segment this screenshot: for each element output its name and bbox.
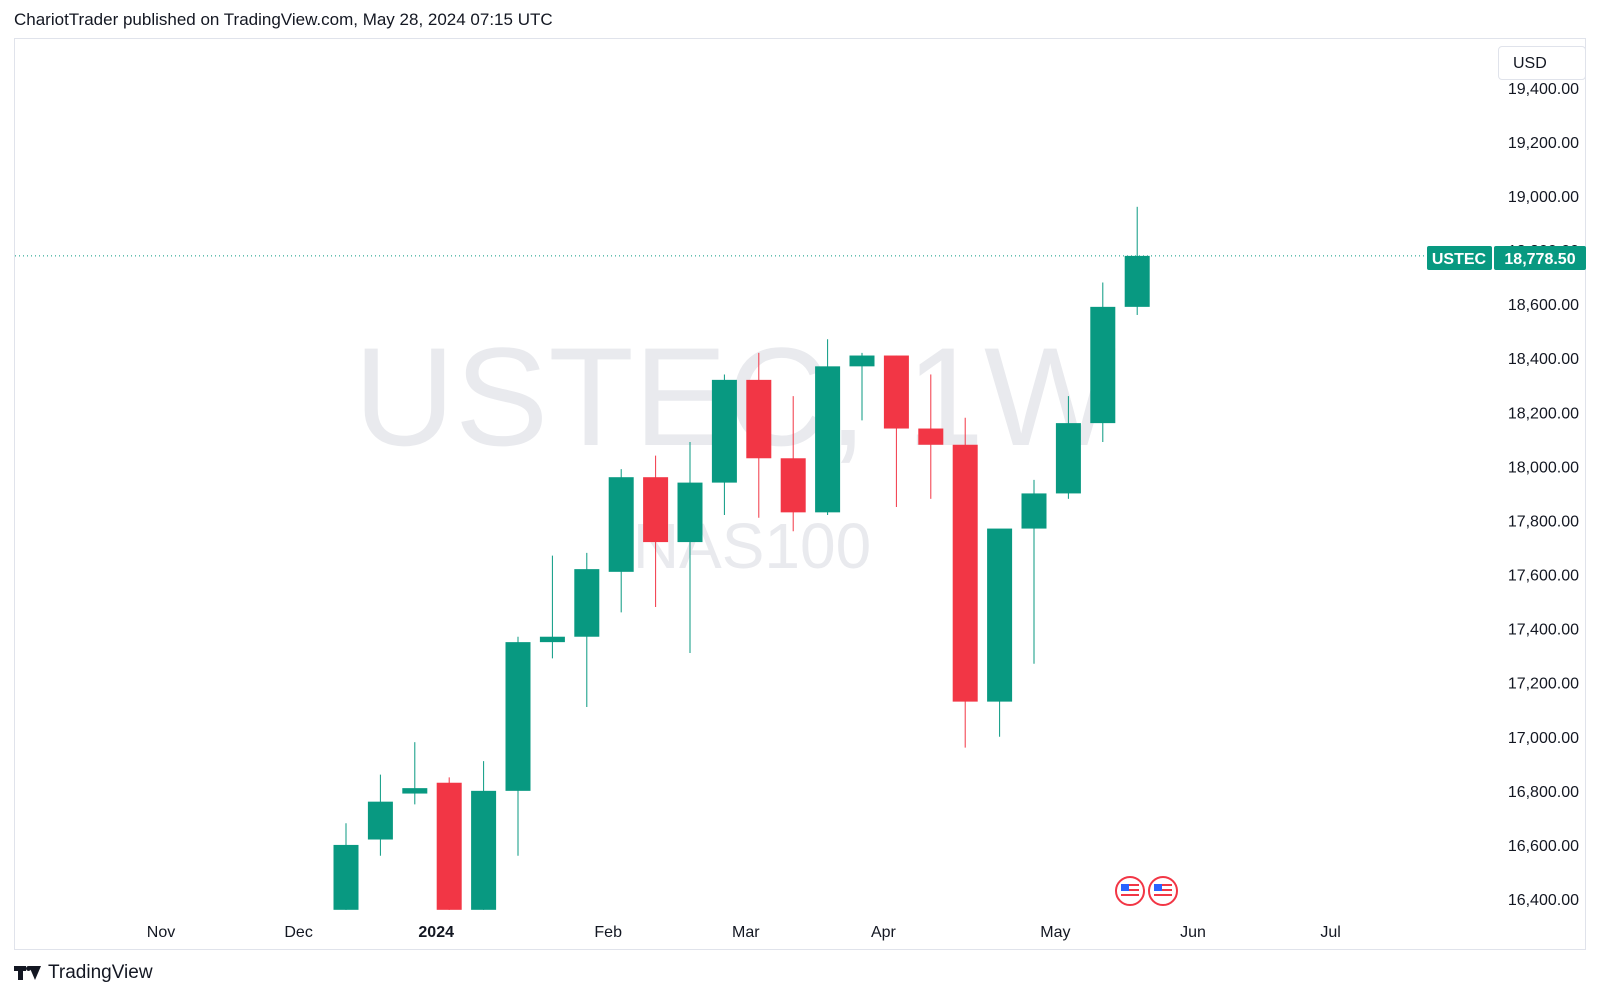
- time-tick-label: Jun: [1180, 924, 1206, 941]
- time-tick-label: Apr: [871, 924, 897, 941]
- price-tick-label: 19,200.00: [1508, 135, 1579, 152]
- price-label-value-box: [1494, 246, 1586, 270]
- publish-info: ChariotTrader published on TradingView.c…: [14, 10, 553, 29]
- candle-body[interactable]: [643, 477, 669, 543]
- time-axis[interactable]: Nov Dec 2024 Feb Mar Apr May Jun Jul: [147, 924, 1341, 941]
- candle-body[interactable]: [711, 379, 737, 483]
- candle-body[interactable]: [746, 379, 772, 459]
- price-label-symbol: USTEC: [1432, 251, 1487, 268]
- price-tick-label: 18,200.00: [1508, 405, 1579, 422]
- price-label-symbol-box: [1427, 246, 1492, 270]
- currency-button[interactable]: USD: [1498, 46, 1586, 80]
- candle-body[interactable]: [574, 569, 600, 637]
- time-tick-label: May: [1040, 924, 1070, 941]
- us-flag-event-icon[interactable]: [1115, 876, 1145, 906]
- price-tick-label: 19,400.00: [1508, 81, 1579, 98]
- candle-body[interactable]: [539, 636, 565, 643]
- candle-body[interactable]: [367, 801, 393, 840]
- candle-body[interactable]: [436, 782, 462, 910]
- price-tick-label: 17,400.00: [1508, 622, 1579, 639]
- candle-body[interactable]: [987, 528, 1013, 702]
- candle-body[interactable]: [1055, 423, 1081, 494]
- time-tick-label: Feb: [594, 924, 622, 941]
- candle-body[interactable]: [849, 355, 875, 367]
- candle-body[interactable]: [471, 790, 497, 910]
- exchange-watermark: NAS100: [633, 510, 871, 582]
- tradingview-brand: TradingView: [48, 962, 153, 983]
- price-tick-label: 17,800.00: [1508, 513, 1579, 530]
- price-tick-label: 19,000.00: [1508, 189, 1579, 206]
- candle-body[interactable]: [780, 458, 806, 513]
- price-tick-label: 17,000.00: [1508, 730, 1579, 747]
- price-label-value: 18,778.50: [1504, 251, 1575, 268]
- time-tick-label: Mar: [732, 924, 760, 941]
- us-flag-event-icon[interactable]: [1148, 876, 1178, 906]
- candles-group: [333, 206, 1150, 910]
- candle-body[interactable]: [883, 355, 909, 429]
- candle-body[interactable]: [402, 788, 428, 794]
- candle-body[interactable]: [1090, 306, 1116, 424]
- candle-body[interactable]: [952, 444, 978, 702]
- price-tick-label: 17,600.00: [1508, 568, 1579, 585]
- candle-body[interactable]: [608, 477, 634, 572]
- tradingview-logo-icon: [14, 964, 42, 982]
- time-tick-label: Jul: [1320, 924, 1340, 941]
- price-axis[interactable]: 16,400.00 16,600.00 16,800.00 17,000.00 17,2…: [1508, 81, 1579, 909]
- candle-body[interactable]: [918, 428, 944, 445]
- price-tick-label: 16,400.00: [1508, 892, 1579, 909]
- last-price-label: USTEC 18,778.50: [1427, 246, 1586, 270]
- candle-body[interactable]: [505, 642, 531, 791]
- economic-events[interactable]: [1115, 876, 1178, 906]
- candle-body[interactable]: [1021, 493, 1047, 529]
- candle-body[interactable]: [333, 844, 359, 910]
- price-tick-label: 18,000.00: [1508, 459, 1579, 476]
- chart-frame: [14, 38, 1586, 950]
- price-tick-label: 16,800.00: [1508, 784, 1579, 801]
- candle-body[interactable]: [815, 366, 841, 513]
- candle-body[interactable]: [1124, 255, 1150, 307]
- time-tick-label: Nov: [147, 924, 175, 941]
- candle-body[interactable]: [677, 482, 703, 543]
- time-tick-label: Dec: [284, 924, 312, 941]
- price-tick-label: 16,600.00: [1508, 838, 1579, 855]
- price-tick-label: 17,200.00: [1508, 676, 1579, 693]
- price-tick-label: 18,400.00: [1508, 351, 1579, 368]
- tradingview-footer[interactable]: TradingView: [14, 962, 153, 984]
- price-tick-label: 18,600.00: [1508, 297, 1579, 314]
- time-tick-label: 2024: [418, 924, 454, 941]
